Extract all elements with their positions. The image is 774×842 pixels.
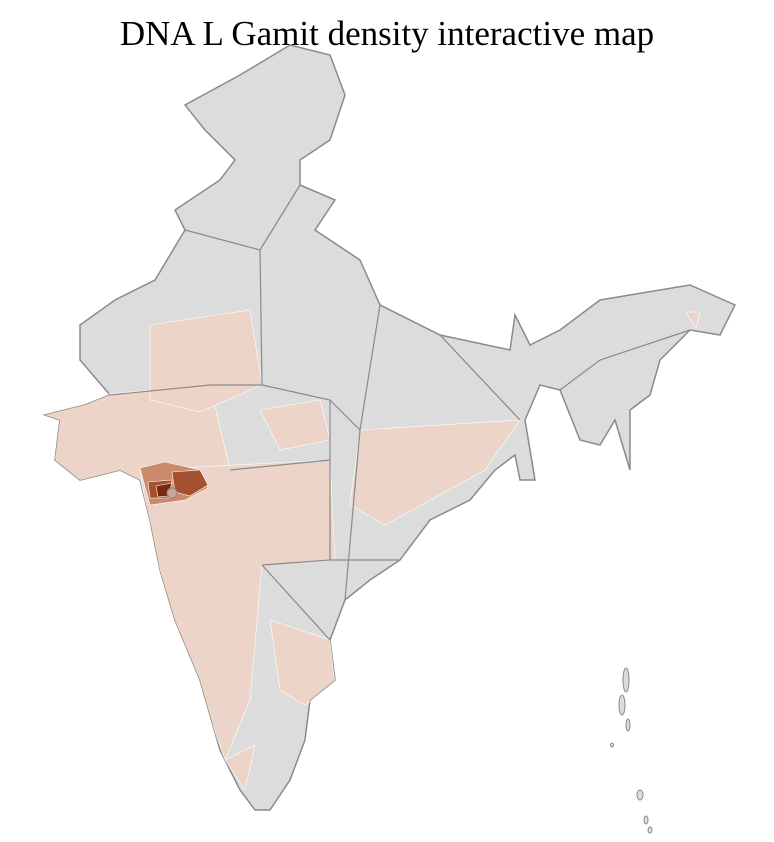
state-border-6: [344, 429, 361, 601]
state-border-8: [559, 329, 691, 391]
region-tamil-south[interactable]: [224, 744, 256, 791]
state-border-5: [379, 304, 521, 421]
region-east-central[interactable]: [349, 419, 521, 526]
state-border-3: [109, 384, 262, 396]
island-6: [647, 826, 653, 834]
region-rajasthan[interactable]: [149, 309, 263, 413]
state-border-7: [261, 564, 331, 641]
island-4: [636, 789, 644, 801]
island-5: [643, 815, 649, 825]
island-7: [610, 742, 614, 748]
district-marker[interactable]: [166, 487, 178, 499]
region-maharashtra-west-coast[interactable]: [139, 459, 336, 761]
island-1: [622, 667, 630, 693]
map-title: DNA L Gamit density interactive map: [119, 14, 655, 53]
island-2: [618, 694, 626, 716]
islands: [610, 667, 653, 834]
state-borders: [109, 184, 691, 641]
region-northeast-spot[interactable]: [685, 311, 701, 329]
density-regions: [45, 309, 701, 791]
state-border-9: [229, 459, 331, 471]
island-3: [625, 718, 631, 732]
